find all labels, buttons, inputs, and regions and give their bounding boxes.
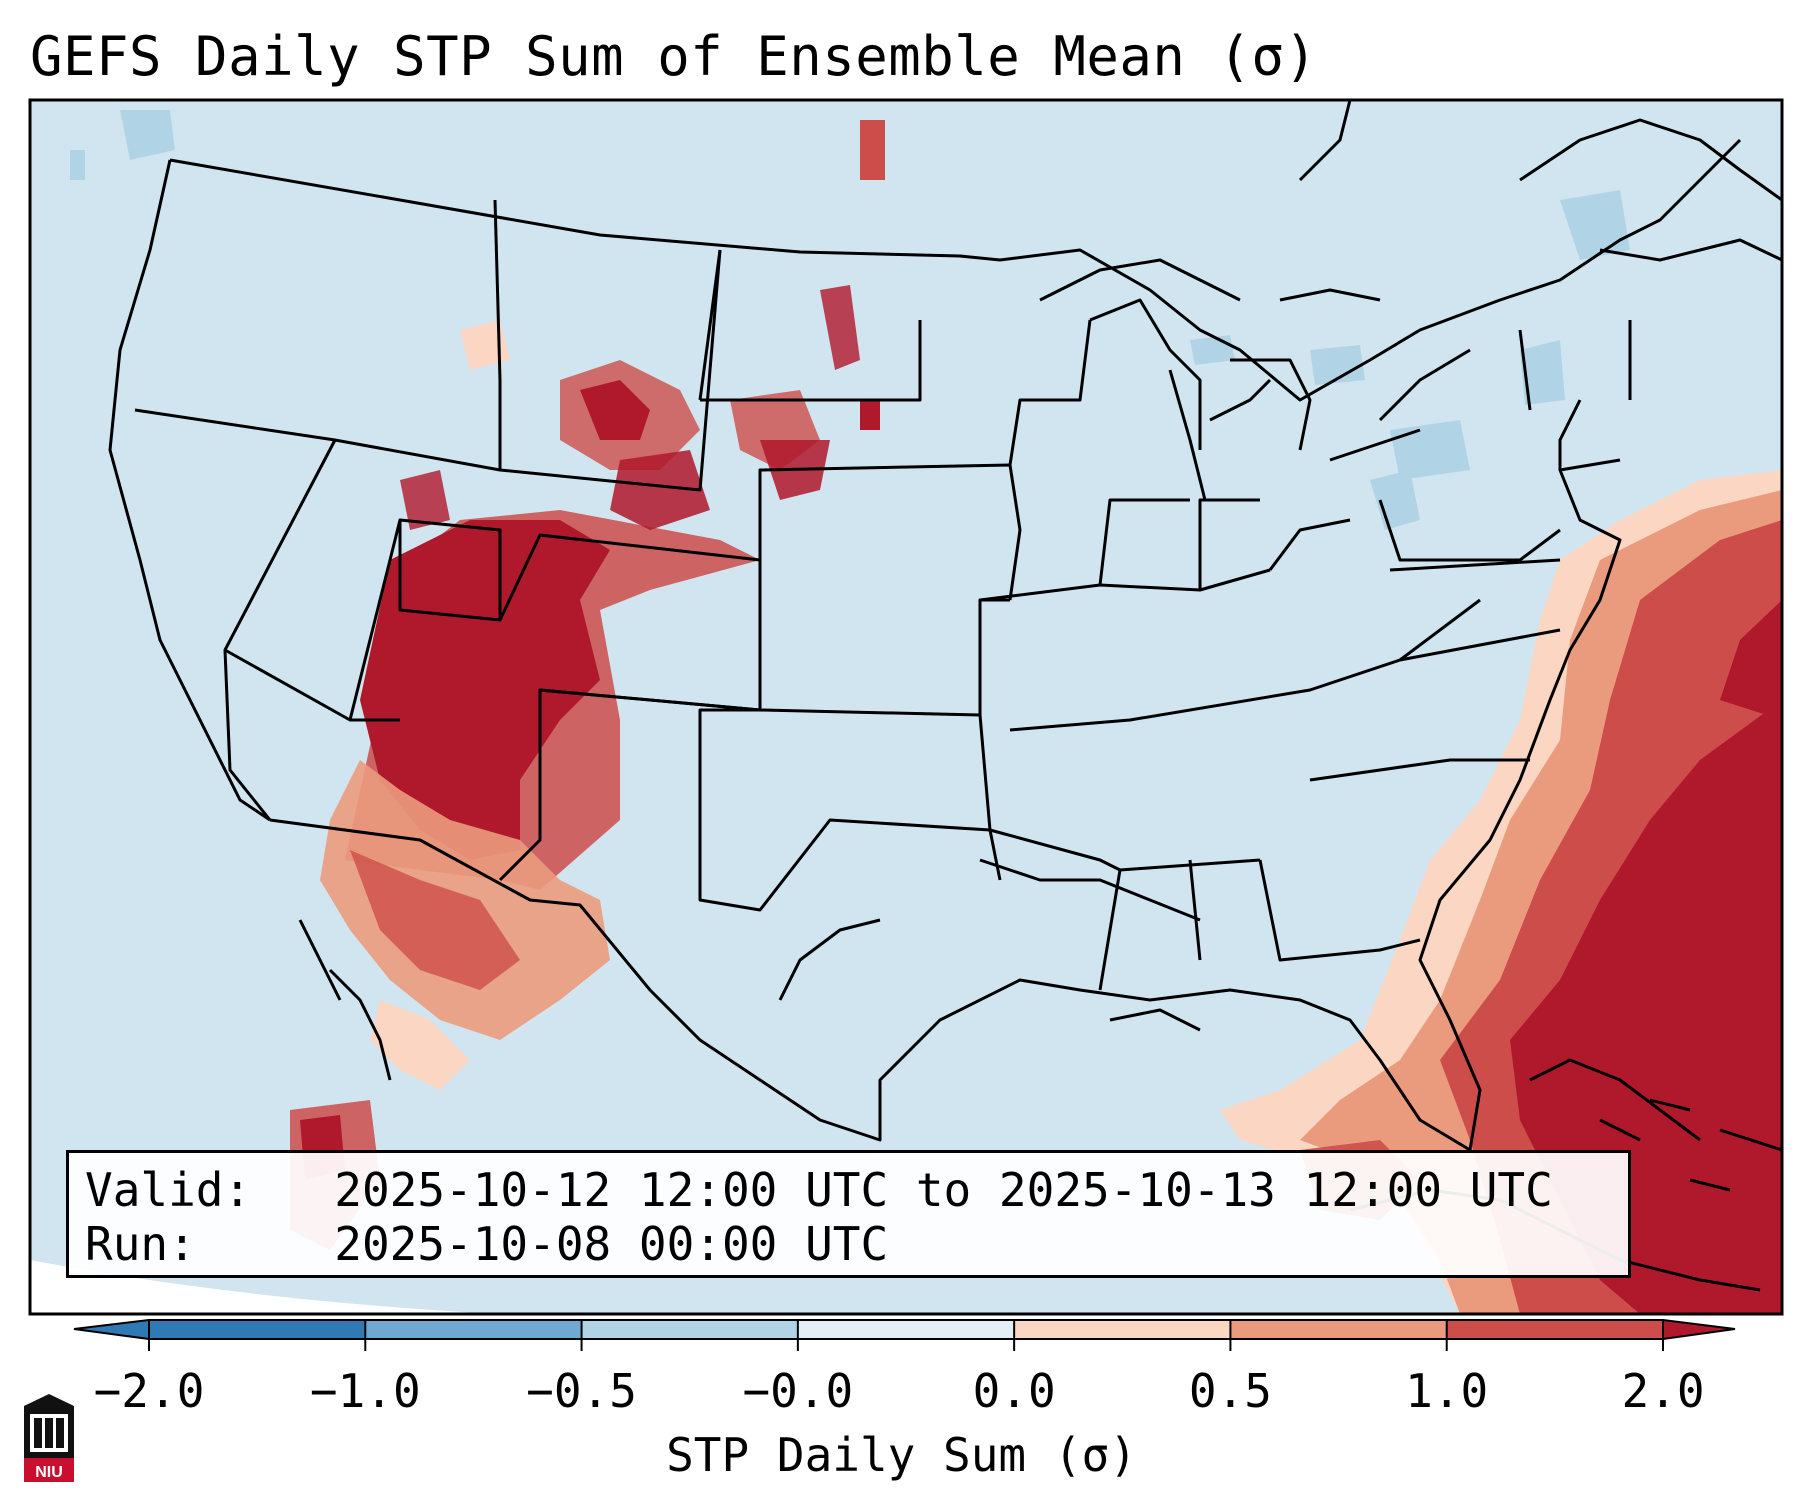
run-label: Run:: [85, 1217, 196, 1271]
info-box: Valid: 2025-10-12 12:00 UTC to 2025-10-1…: [66, 1150, 1631, 1278]
colorbar-extend-min: [74, 1320, 149, 1339]
run-line: Run: 2025-10-08 00:00 UTC: [85, 1217, 888, 1271]
valid-line: Valid: 2025-10-12 12:00 UTC to 2025-10-1…: [85, 1163, 1553, 1217]
colorbar-segment: [1446, 1320, 1664, 1339]
colorbar-segment: [1230, 1320, 1448, 1339]
us-canada-border: [169, 138, 1742, 402]
colorbar-tick-label: −1.0: [309, 1364, 421, 1418]
map-frame: [28, 98, 1784, 1316]
northern-plains-anomaly: [400, 120, 885, 530]
colorbar-segment: [1014, 1320, 1231, 1339]
us-west-coast: [108, 159, 271, 822]
valid-value: 2025-10-12 12:00 UTC to 2025-10-13 12:00…: [334, 1163, 1553, 1217]
southwest-anomaly: [290, 510, 760, 1250]
us-mexico-border: [269, 399, 1622, 1152]
colorbar-tick-label: −0.5: [526, 1364, 637, 1418]
valid-label: Valid:: [85, 1163, 252, 1217]
state-boundaries: [108, 138, 1742, 1152]
colorbar-tick-label: −2.0: [93, 1364, 205, 1418]
run-value: 2025-10-08 00:00 UTC: [334, 1217, 889, 1271]
colorbar-ticks: [148, 1320, 1664, 1351]
niu-logo: NIU: [24, 1394, 74, 1482]
colorbar-segment: [149, 1320, 366, 1339]
colorbar-tick-label: 0.5: [1188, 1364, 1272, 1418]
colorbar-tick-label: 2.0: [1621, 1364, 1705, 1418]
colorbar-tick-label: −0.0: [742, 1364, 854, 1418]
colorbar-label: STP Daily Sum (σ): [666, 1428, 1137, 1482]
colorbar-segment: [365, 1320, 583, 1339]
colorbar-segments: [74, 1320, 1735, 1339]
map-canvas: [30, 100, 1782, 1314]
colorbar-extend-max: [1663, 1320, 1735, 1339]
colorbar-tick-label: 0.0: [972, 1364, 1056, 1418]
colorbar-tick-label: 1.0: [1405, 1364, 1489, 1418]
projection-edge: [30, 1260, 498, 1314]
colorbar-segment: [797, 1320, 1015, 1339]
colorbar-segment: [581, 1320, 799, 1339]
negative-anomaly: [70, 110, 1630, 530]
logo-text: NIU: [35, 1464, 63, 1481]
chart-title: GEFS Daily STP Sum of Ensemble Mean (σ): [30, 25, 1318, 88]
